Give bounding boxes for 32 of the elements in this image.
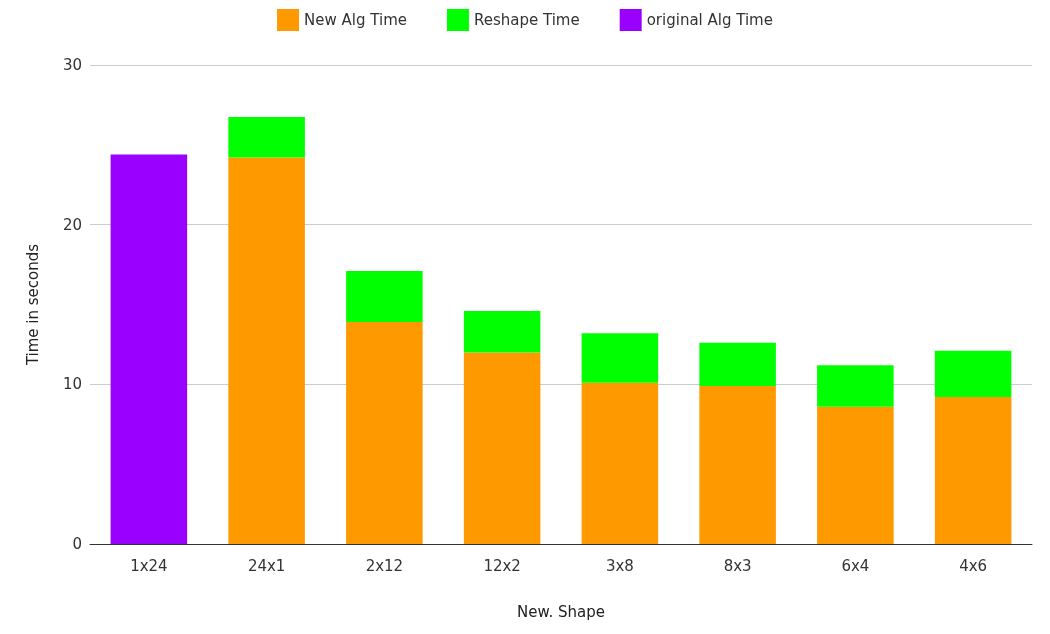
x-tick-label: 1x24 [130,556,168,575]
x-tick-label: 3x8 [605,556,634,575]
bar [228,116,305,158]
x-tick-label: 2x12 [365,556,404,575]
bar [934,350,1012,398]
bar [346,322,423,544]
x-tick-label: 6x4 [841,556,870,575]
bar [699,342,776,386]
bar [817,406,894,544]
x-tick-label: 8x3 [723,556,752,575]
y-tick-label: 20 [62,215,82,234]
y-tick-label: 30 [62,56,82,74]
y-tick-label: 0 [72,535,82,553]
legend-label: original Alg Time [646,11,773,29]
bar [463,352,541,544]
y-tick-label: 10 [62,375,82,394]
bar [228,157,305,544]
x-tick-label: 12x2 [483,556,521,575]
x-tick-label: 24x1 [247,556,286,575]
bar [463,310,541,353]
x-tick-label: 4x6 [959,556,988,575]
bar [581,333,659,383]
bar [346,270,423,323]
bar [110,154,188,544]
y-axis-title: Time in seconds [23,243,42,367]
bar [699,385,776,544]
legend-label: New Alg Time [304,11,407,29]
legend-label: Reshape Time [473,11,580,29]
bar [817,365,894,407]
x-axis-title: New. Shape [517,602,605,621]
bar [934,397,1012,544]
bar [581,382,659,544]
